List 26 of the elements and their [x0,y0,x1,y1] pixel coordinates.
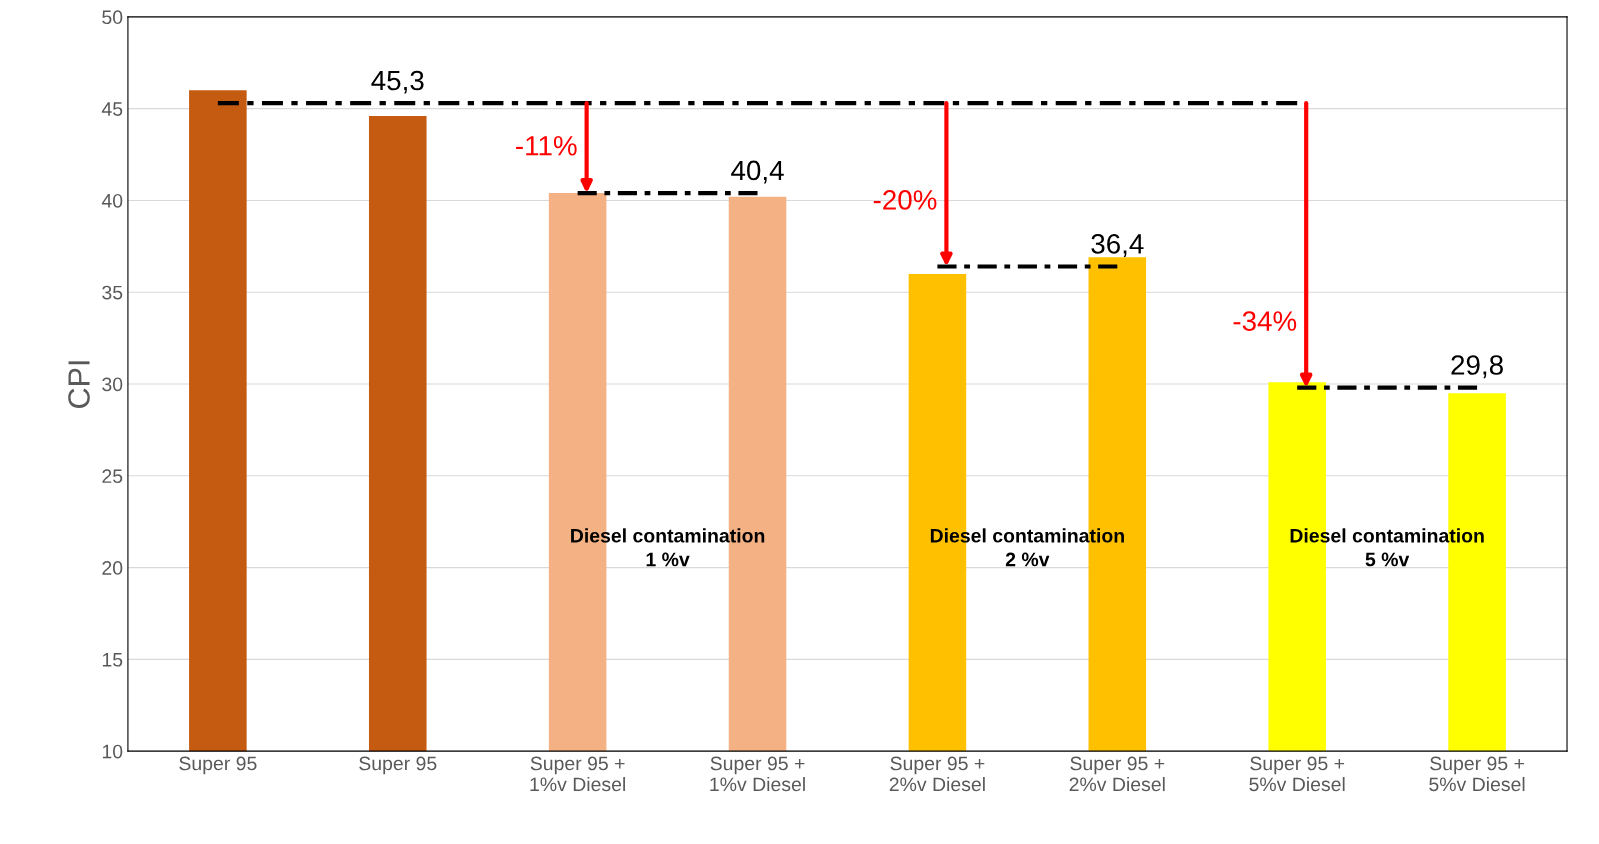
annotation: -11% [516,136,577,156]
y-tick-label: 50 [102,10,123,25]
x-tick-label: Super 95 [179,756,257,775]
x-tick-label: Super 95 + 5%v Diesel [1429,756,1525,792]
data-label: 45,3 [371,70,424,94]
x-tick-label: Super 95 + 2%v Diesel [1069,756,1165,792]
y-axis-title: CPI [68,361,90,408]
y-tick-label: 40 [101,193,123,208]
data-label: 36,4 [1091,234,1144,257]
y-tick-label: 25 [102,469,123,484]
y-tick-label: 15 [102,653,123,667]
annotation: -34% [1233,311,1297,331]
annotation: Diesel contamination 1 %v [571,528,765,567]
x-tick-label: Super 95 + 5%v Diesel [1249,756,1345,792]
y-tick-label: 10 [102,744,123,759]
y-tick-label: 45 [101,102,123,116]
y-tick-label: 20 [102,561,123,575]
y-tick-label: 30 [102,377,123,392]
annotation: -20% [873,190,937,210]
y-tick-label: 35 [102,285,123,300]
x-tick-label: Super 95 + 2%v Diesel [889,756,985,792]
data-label: 29,8 [1451,355,1503,379]
data-label: 40,4 [731,160,784,184]
x-tick-label: Super 95 + 1%v Diesel [710,756,805,792]
x-tick-label: Super 95 + 1%v Diesel [530,756,625,792]
x-tick-label: Super 95 [359,756,437,775]
